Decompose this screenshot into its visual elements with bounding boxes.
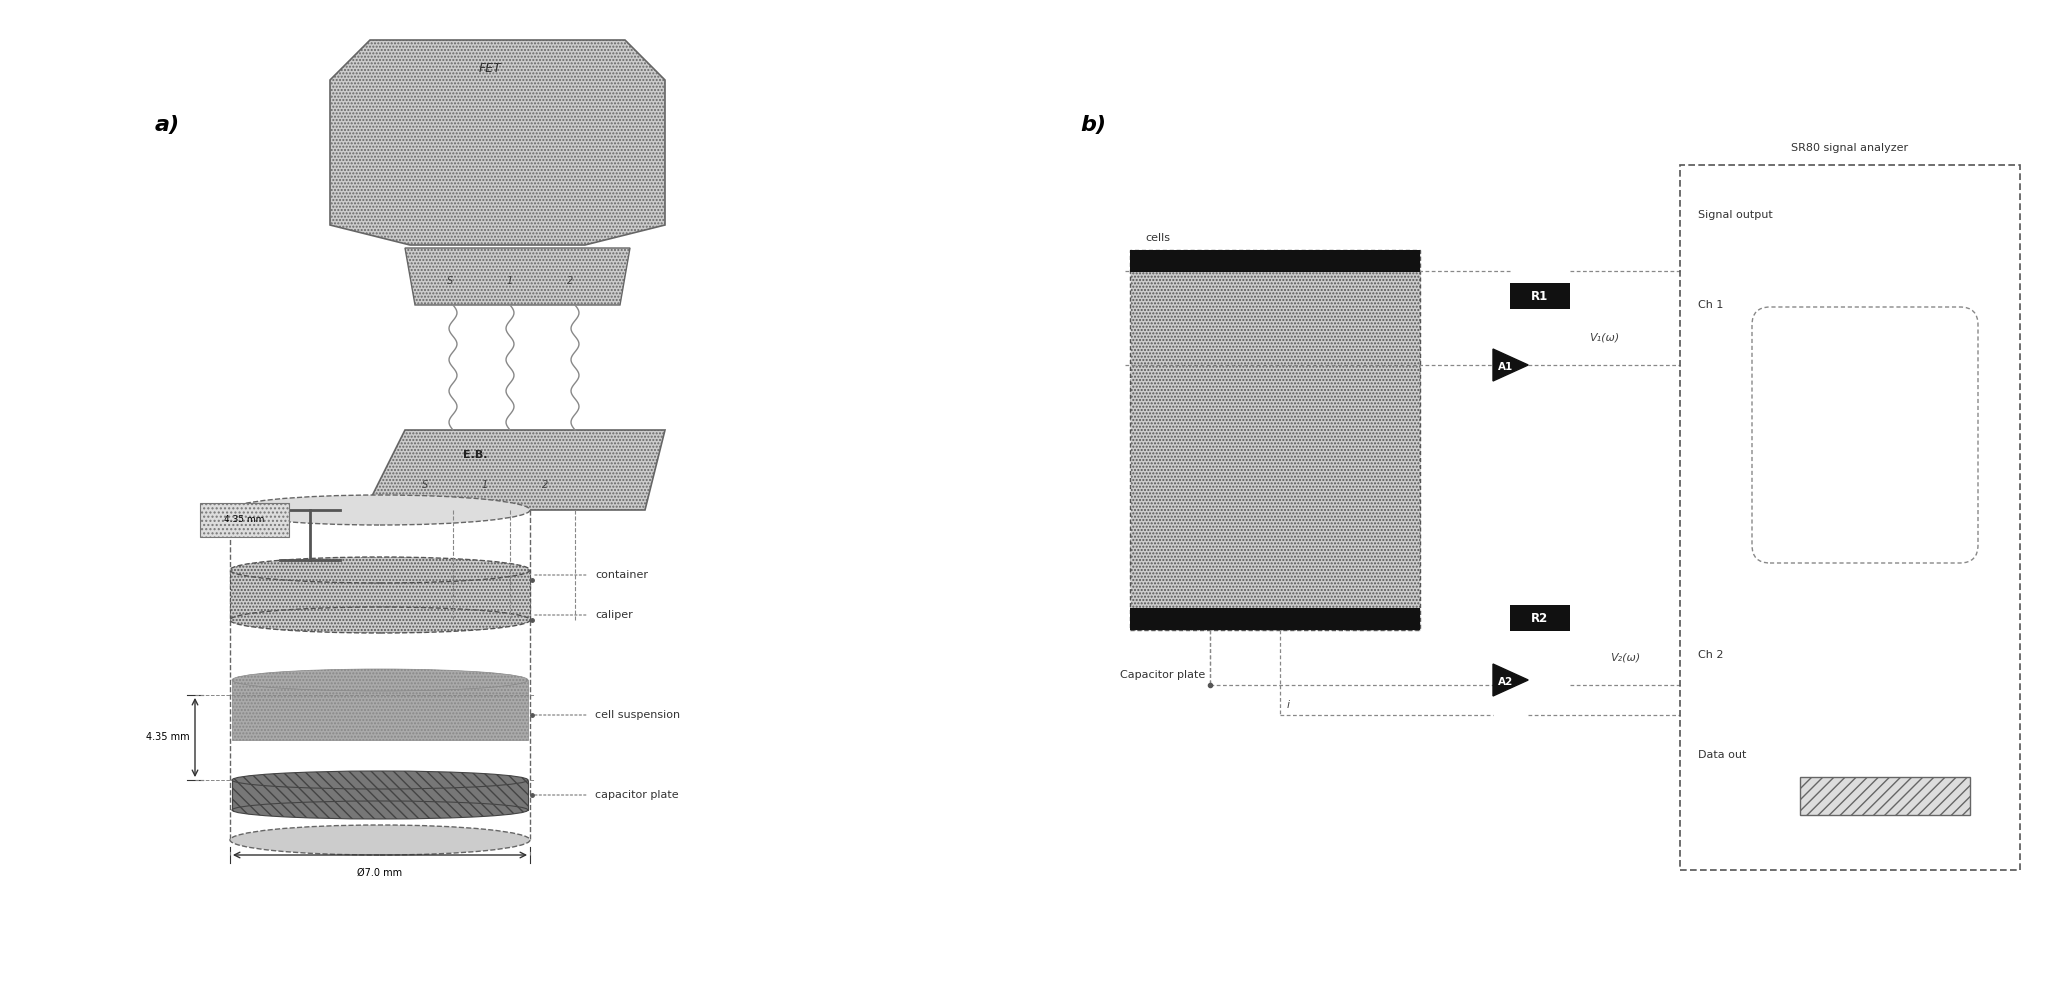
Ellipse shape bbox=[229, 825, 530, 855]
Polygon shape bbox=[1494, 664, 1529, 696]
Bar bbox=[231, 780, 528, 810]
Text: 2: 2 bbox=[567, 276, 574, 286]
Bar bbox=[229, 570, 530, 620]
Bar bbox=[1131, 250, 1419, 630]
Text: SR80 signal analyzer: SR80 signal analyzer bbox=[1791, 143, 1908, 153]
Ellipse shape bbox=[229, 495, 530, 525]
Polygon shape bbox=[1494, 349, 1529, 381]
Text: S: S bbox=[448, 276, 454, 286]
Text: Ø7.0 mm: Ø7.0 mm bbox=[357, 868, 402, 878]
Text: E.B.: E.B. bbox=[462, 450, 487, 460]
Text: A1: A1 bbox=[1498, 362, 1514, 372]
Bar bbox=[1510, 283, 1570, 309]
Text: 4.35 mm: 4.35 mm bbox=[225, 516, 264, 525]
Ellipse shape bbox=[229, 607, 530, 633]
Text: R2: R2 bbox=[1531, 611, 1549, 624]
Text: Capacitor plate: Capacitor plate bbox=[1120, 670, 1205, 680]
Text: container: container bbox=[594, 570, 648, 580]
Text: i: i bbox=[1287, 700, 1289, 710]
Bar bbox=[1131, 250, 1419, 272]
Text: Signal output: Signal output bbox=[1698, 210, 1772, 220]
Text: 1: 1 bbox=[507, 276, 514, 286]
Text: 2: 2 bbox=[543, 480, 549, 490]
Text: caliper: caliper bbox=[594, 610, 633, 620]
Text: Ch 1: Ch 1 bbox=[1698, 300, 1723, 310]
Text: 1: 1 bbox=[483, 480, 489, 490]
Text: V₁(ω): V₁(ω) bbox=[1589, 332, 1619, 342]
Polygon shape bbox=[330, 40, 664, 245]
Ellipse shape bbox=[231, 801, 528, 819]
Text: a): a) bbox=[155, 115, 179, 135]
Ellipse shape bbox=[231, 771, 528, 789]
Text: A2: A2 bbox=[1498, 677, 1514, 687]
Text: Data out: Data out bbox=[1698, 750, 1747, 760]
Text: cell suspension: cell suspension bbox=[594, 710, 681, 720]
Ellipse shape bbox=[229, 557, 530, 583]
Text: Ch 2: Ch 2 bbox=[1698, 650, 1723, 660]
Bar bbox=[1801, 777, 1970, 815]
Text: R1: R1 bbox=[1531, 289, 1549, 302]
Text: V₂(ω): V₂(ω) bbox=[1609, 652, 1640, 662]
Text: capacitor plate: capacitor plate bbox=[594, 790, 679, 800]
Polygon shape bbox=[404, 248, 629, 305]
Text: cells: cells bbox=[1145, 233, 1170, 243]
Bar bbox=[1679, 165, 2020, 870]
Text: b): b) bbox=[1081, 115, 1106, 135]
Bar bbox=[231, 680, 528, 740]
Polygon shape bbox=[365, 430, 664, 510]
Text: S: S bbox=[421, 480, 429, 490]
Text: FET: FET bbox=[479, 61, 501, 75]
Bar bbox=[1510, 605, 1570, 631]
Bar bbox=[1131, 608, 1419, 630]
Ellipse shape bbox=[231, 669, 528, 691]
FancyBboxPatch shape bbox=[200, 504, 289, 537]
Text: 4.35 mm: 4.35 mm bbox=[146, 732, 190, 742]
